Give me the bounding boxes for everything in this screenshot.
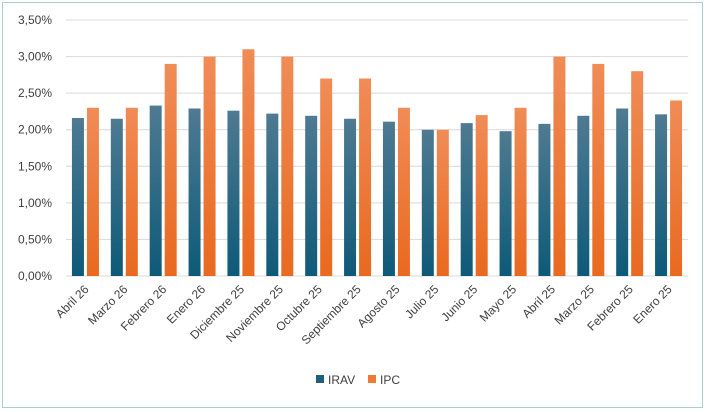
x-tick-label: Abril 25 [519, 282, 558, 321]
bar-irav-9 [421, 129, 434, 276]
bar-irav-11 [499, 131, 512, 276]
y-tick-label: 2,00% [18, 123, 52, 137]
bar-ipc-2 [164, 63, 177, 277]
x-tick-label: Abril 26 [53, 282, 92, 321]
bar-ipc-8 [397, 107, 410, 277]
legend-swatch-ipc [368, 375, 376, 383]
bar-ipc-14 [631, 71, 644, 276]
bar-ipc-12 [553, 56, 566, 277]
legend-swatch-irav [316, 375, 324, 383]
legend-label-irav: IRAV [328, 373, 355, 387]
bar-irav-0 [71, 118, 84, 276]
bar-ipc-3 [203, 56, 216, 277]
bar-irav-5 [266, 113, 279, 276]
legend: IRAV IPC [316, 373, 400, 387]
y-tick-label: 3,00% [18, 50, 52, 64]
bar-ipc-10 [475, 115, 488, 276]
y-tick-label: 0,50% [18, 232, 52, 246]
bar-ipc-0 [86, 107, 99, 277]
bar-irav-13 [577, 115, 590, 277]
bars [71, 49, 683, 277]
bar-ipc-9 [436, 129, 449, 276]
y-tick-label: 0,00% [18, 269, 52, 283]
bar-irav-2 [149, 105, 162, 276]
bar-ipc-4 [242, 49, 255, 276]
x-tick-label: Mayo 25 [477, 282, 520, 325]
bar-irav-7 [344, 118, 357, 276]
bar-irav-6 [305, 115, 318, 277]
bar-irav-4 [227, 110, 240, 276]
y-tick-label: 3,50% [18, 13, 52, 27]
x-tick-label: Julio 25 [402, 282, 441, 321]
x-tick-label: Junio 25 [438, 282, 480, 324]
bar-ipc-1 [125, 107, 138, 277]
bar-irav-10 [460, 123, 473, 276]
x-tick-label: Enero 25 [630, 282, 675, 327]
bar-ipc-5 [281, 56, 294, 277]
bar-ipc-15 [670, 100, 683, 276]
y-tick-label: 1,50% [18, 159, 52, 173]
bar-irav-14 [616, 108, 629, 276]
bar-ipc-6 [320, 78, 333, 276]
bar-ipc-13 [592, 63, 605, 277]
bar-ipc-7 [359, 78, 372, 276]
x-tick-label: Agosto 25 [354, 282, 402, 330]
bar-irav-8 [382, 121, 395, 276]
bar-irav-15 [655, 114, 668, 277]
y-tick-label: 2,50% [18, 86, 52, 100]
bar-ipc-11 [514, 107, 527, 277]
bar-irav-1 [110, 118, 123, 276]
y-tick-label: 1,00% [18, 196, 52, 210]
bar-irav-12 [538, 123, 551, 276]
legend-label-ipc: IPC [380, 373, 400, 387]
bar-irav-3 [188, 108, 201, 276]
y-axis-ticks: 0,00% 0,50% 1,00% 1,50% 2,00% 2,50% 3,00% 3,50% [18, 13, 52, 283]
